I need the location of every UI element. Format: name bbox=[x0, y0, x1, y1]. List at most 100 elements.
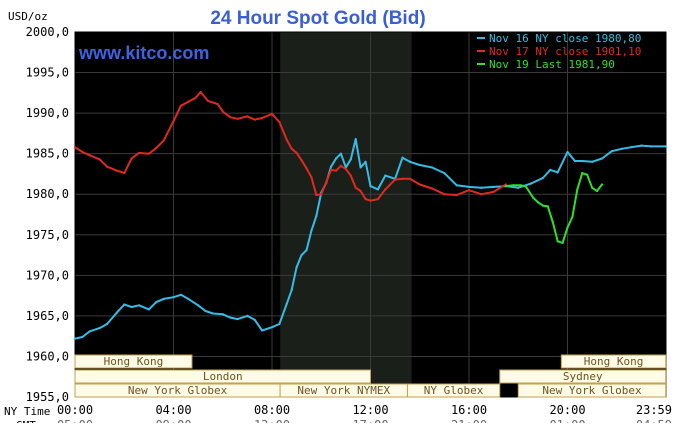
data-point bbox=[600, 183, 604, 186]
data-point bbox=[376, 197, 379, 201]
y-tick-label: 1985,0 bbox=[26, 147, 69, 161]
data-point bbox=[640, 144, 643, 147]
data-point bbox=[443, 193, 446, 196]
data-point bbox=[519, 184, 522, 187]
data-point bbox=[320, 193, 323, 196]
data-point bbox=[300, 253, 303, 257]
data-point bbox=[155, 301, 158, 304]
timestamp-text: November 19, 2023 21:26 bbox=[482, 15, 648, 29]
y-tick-label: 1960,0 bbox=[26, 349, 69, 363]
data-point bbox=[290, 288, 293, 292]
data-point bbox=[369, 185, 372, 188]
x-tick-label: 16:00 bbox=[451, 403, 487, 417]
data-point bbox=[221, 313, 224, 316]
data-point bbox=[600, 157, 604, 160]
data-point bbox=[504, 185, 508, 188]
data-point bbox=[536, 201, 540, 204]
data-point bbox=[531, 196, 535, 199]
data-point bbox=[529, 182, 532, 185]
session-label: London bbox=[203, 370, 243, 383]
data-point bbox=[295, 266, 298, 269]
data-point bbox=[270, 112, 274, 116]
data-point bbox=[418, 183, 421, 186]
chart-title: 24 Hour Spot Gold (Bid) bbox=[210, 8, 425, 29]
data-point bbox=[130, 305, 133, 309]
session-label: Hong Kong bbox=[104, 355, 164, 368]
data-point bbox=[278, 322, 281, 326]
session-label: NY Globex bbox=[424, 384, 484, 397]
data-point bbox=[236, 318, 239, 321]
data-point bbox=[334, 169, 338, 172]
data-point bbox=[571, 215, 574, 219]
data-point bbox=[130, 157, 133, 160]
data-point bbox=[123, 172, 126, 175]
data-point bbox=[206, 99, 210, 103]
data-point bbox=[162, 297, 165, 300]
x-tick-label: 12:00 bbox=[352, 403, 388, 417]
data-point bbox=[576, 188, 579, 191]
data-point bbox=[179, 293, 182, 296]
data-point bbox=[541, 204, 544, 207]
data-point bbox=[344, 167, 347, 171]
data-point bbox=[455, 193, 458, 197]
y-axis-label: USD/oz bbox=[8, 10, 48, 23]
data-point bbox=[278, 120, 281, 124]
watermark-text: www.kitco.com bbox=[78, 43, 209, 63]
data-point bbox=[401, 177, 404, 180]
y-tick-label: 1955,0 bbox=[26, 390, 69, 404]
data-point bbox=[524, 185, 527, 188]
gmt-tick-label: 05:00 bbox=[57, 418, 93, 423]
data-point bbox=[384, 188, 387, 191]
data-point bbox=[194, 96, 197, 99]
session-bar bbox=[517, 383, 667, 398]
y-tick-label: 1970,0 bbox=[26, 268, 69, 282]
data-point bbox=[349, 174, 352, 177]
data-point bbox=[517, 186, 520, 189]
data-point bbox=[246, 314, 249, 317]
data-point bbox=[443, 172, 446, 175]
session-label: New York Globex bbox=[542, 384, 642, 397]
data-point bbox=[229, 116, 232, 119]
data-point bbox=[305, 249, 308, 252]
data-point bbox=[359, 189, 362, 193]
data-point bbox=[492, 185, 495, 189]
gmt-tick-label: 13:00 bbox=[254, 418, 290, 423]
data-point bbox=[467, 185, 471, 189]
data-point bbox=[88, 330, 91, 333]
data-point bbox=[155, 146, 158, 150]
session-bar bbox=[499, 369, 667, 384]
session-label: New York Globex bbox=[128, 384, 228, 397]
data-point bbox=[187, 297, 190, 300]
data-point bbox=[137, 151, 141, 154]
x-tick-label: 04:00 bbox=[155, 403, 191, 417]
data-point bbox=[512, 184, 515, 187]
data-point bbox=[359, 166, 362, 169]
data-point bbox=[187, 100, 190, 103]
data-point bbox=[73, 146, 77, 149]
gmt-row-label: GMT bbox=[16, 419, 36, 423]
data-point bbox=[339, 164, 343, 167]
data-point bbox=[221, 110, 224, 113]
data-point bbox=[566, 226, 569, 229]
gmt-tick-label: 09:00 bbox=[155, 418, 191, 423]
data-point bbox=[315, 193, 318, 197]
data-point bbox=[630, 146, 633, 149]
data-point bbox=[401, 156, 404, 159]
data-point bbox=[586, 173, 589, 176]
data-point bbox=[430, 187, 434, 190]
data-point bbox=[105, 165, 109, 168]
data-point bbox=[81, 150, 84, 154]
data-point bbox=[591, 186, 594, 189]
data-point bbox=[492, 190, 495, 193]
data-point bbox=[261, 116, 264, 120]
data-point bbox=[549, 168, 552, 171]
data-point bbox=[330, 168, 333, 171]
data-point bbox=[172, 296, 175, 299]
data-point bbox=[418, 163, 421, 167]
y-tick-label: 1965,0 bbox=[26, 309, 69, 323]
session-bar bbox=[406, 383, 501, 398]
data-point bbox=[98, 158, 101, 161]
y-tick-label: 1975,0 bbox=[26, 228, 69, 242]
data-point bbox=[98, 326, 101, 330]
